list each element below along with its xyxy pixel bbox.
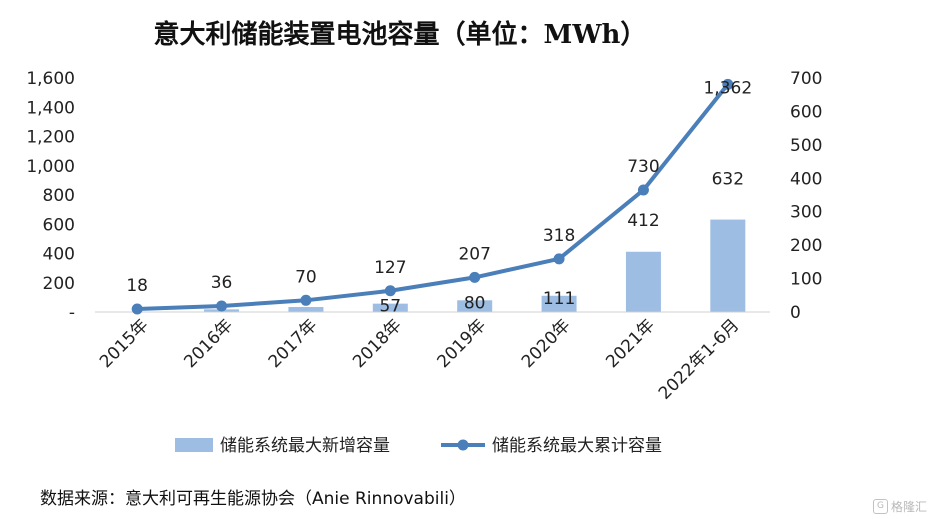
- right-tick-label: 400: [790, 169, 822, 189]
- line-data-label: 207: [458, 244, 490, 264]
- x-tick-label: 2020年: [518, 315, 575, 372]
- line-data-label: 1,362: [703, 78, 752, 98]
- line-data-label: 36: [211, 273, 233, 293]
- bar: [457, 300, 493, 312]
- left-tick-label: 1,200: [26, 128, 75, 148]
- legend-line-marker: [457, 439, 469, 451]
- right-tick-label: 500: [790, 136, 822, 156]
- x-tick-label: 2018年: [349, 315, 406, 372]
- line-data-label: 18: [126, 276, 148, 296]
- legend-bar-swatch: [175, 438, 213, 452]
- left-tick-label: 800: [43, 186, 75, 206]
- x-tick-label: 2017年: [265, 315, 322, 372]
- line-point: [216, 300, 228, 312]
- left-tick-label: 200: [43, 274, 75, 294]
- bar-data-label: 80: [464, 293, 486, 313]
- left-tick-label: 400: [43, 245, 75, 265]
- x-tick-label: 2022年1-6月: [655, 315, 743, 403]
- line-data-label: 70: [295, 267, 317, 287]
- line-data-label: 127: [374, 258, 406, 278]
- right-tick-label: 200: [790, 236, 822, 256]
- G-logo-icon: G: [872, 499, 888, 514]
- line-point: [384, 285, 396, 297]
- bar-data-label: 111: [543, 289, 575, 309]
- line-data-label: 730: [627, 157, 659, 177]
- right-tick-label: 300: [790, 203, 822, 223]
- legend-line-label: 储能系统最大累计容量: [492, 436, 662, 456]
- data-source-note: 数据来源：意大利可再生能源协会（Anie Rinnovabili）: [40, 489, 466, 509]
- right-tick-label: 100: [790, 270, 822, 290]
- bar-data-label: 412: [627, 211, 659, 231]
- line-point: [722, 78, 734, 90]
- bar-data-label: 57: [379, 297, 401, 317]
- x-tick-label: 2016年: [180, 315, 237, 372]
- line-point: [300, 294, 312, 306]
- watermark-text: 格隆汇: [890, 500, 927, 514]
- right-tick-label: 700: [790, 69, 822, 89]
- bar: [372, 303, 408, 312]
- cumulative-line: [137, 83, 730, 311]
- left-tick-label: 600: [43, 215, 75, 235]
- left-tick-label: 1,400: [26, 98, 75, 118]
- left-tick-label: 1,600: [26, 69, 75, 89]
- bar: [288, 307, 324, 312]
- line-point: [637, 184, 649, 196]
- legend-bar-label: 储能系统最大新增容量: [220, 436, 390, 456]
- left-tick-label: 1,000: [26, 157, 75, 177]
- watermark: G 格隆汇: [872, 498, 927, 515]
- line-point: [131, 303, 143, 315]
- right-tick-label: 0: [790, 303, 801, 323]
- bar: [710, 219, 746, 312]
- x-tick-label: 2021年: [602, 315, 659, 372]
- x-tick-label: 2015年: [96, 315, 153, 372]
- line-point: [469, 271, 481, 283]
- line-point: [553, 253, 565, 265]
- left-tick-label: -: [69, 303, 75, 323]
- bar: [625, 251, 661, 312]
- line-data-label: 318: [543, 226, 575, 246]
- right-tick-label: 600: [790, 102, 822, 122]
- chart-title: 意大利储能装置电池容量（单位：MWh）: [153, 20, 647, 50]
- x-tick-label: 2019年: [433, 315, 490, 372]
- bar-data-label: 632: [712, 169, 744, 189]
- bar: [541, 295, 577, 312]
